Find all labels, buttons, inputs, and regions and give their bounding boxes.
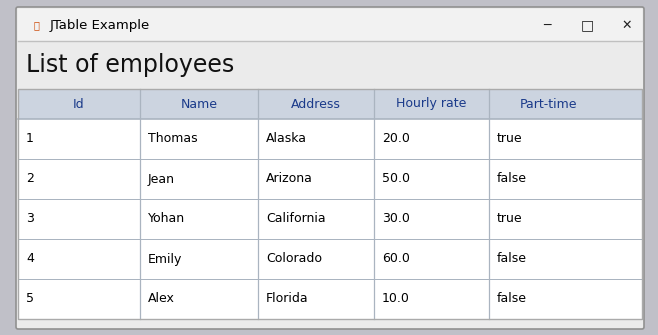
Text: true: true	[497, 212, 522, 225]
Text: Address: Address	[291, 97, 341, 111]
Text: List of employees: List of employees	[26, 53, 234, 77]
Text: ─: ─	[544, 18, 551, 31]
Bar	[18, 9, 642, 41]
Text: true: true	[497, 133, 522, 145]
Text: Id: Id	[73, 97, 85, 111]
Text: Yohan: Yohan	[147, 212, 185, 225]
Text: 10.0: 10.0	[382, 292, 409, 306]
Text: Name: Name	[180, 97, 217, 111]
Text: Hourly rate: Hourly rate	[396, 97, 467, 111]
Text: JTable Example: JTable Example	[50, 18, 150, 31]
Bar	[18, 89, 642, 319]
Text: Colorado: Colorado	[266, 253, 322, 266]
Text: false: false	[497, 253, 527, 266]
Text: 30.0: 30.0	[382, 212, 409, 225]
Text: false: false	[497, 173, 527, 186]
Text: Emily: Emily	[147, 253, 182, 266]
Bar	[18, 41, 642, 89]
Text: 5: 5	[26, 292, 34, 306]
Text: Alex: Alex	[147, 292, 174, 306]
Text: 1: 1	[26, 133, 34, 145]
Text: 60.0: 60.0	[382, 253, 409, 266]
Text: false: false	[497, 292, 527, 306]
Text: 50.0: 50.0	[382, 173, 410, 186]
Text: 2: 2	[26, 173, 34, 186]
Text: □: □	[580, 18, 594, 32]
Text: Alaska: Alaska	[266, 133, 307, 145]
Text: Florida: Florida	[266, 292, 309, 306]
FancyBboxPatch shape	[16, 7, 644, 329]
Text: California: California	[266, 212, 326, 225]
Text: 3: 3	[26, 212, 34, 225]
Text: ✕: ✕	[622, 18, 632, 31]
Text: Arizona: Arizona	[266, 173, 313, 186]
Text: Thomas: Thomas	[147, 133, 197, 145]
Text: Jean: Jean	[147, 173, 174, 186]
Bar	[18, 89, 642, 319]
Text: 🔥: 🔥	[33, 20, 39, 30]
Text: 4: 4	[26, 253, 34, 266]
Text: Part-time: Part-time	[520, 97, 577, 111]
Text: 20.0: 20.0	[382, 133, 409, 145]
Bar	[18, 89, 642, 119]
